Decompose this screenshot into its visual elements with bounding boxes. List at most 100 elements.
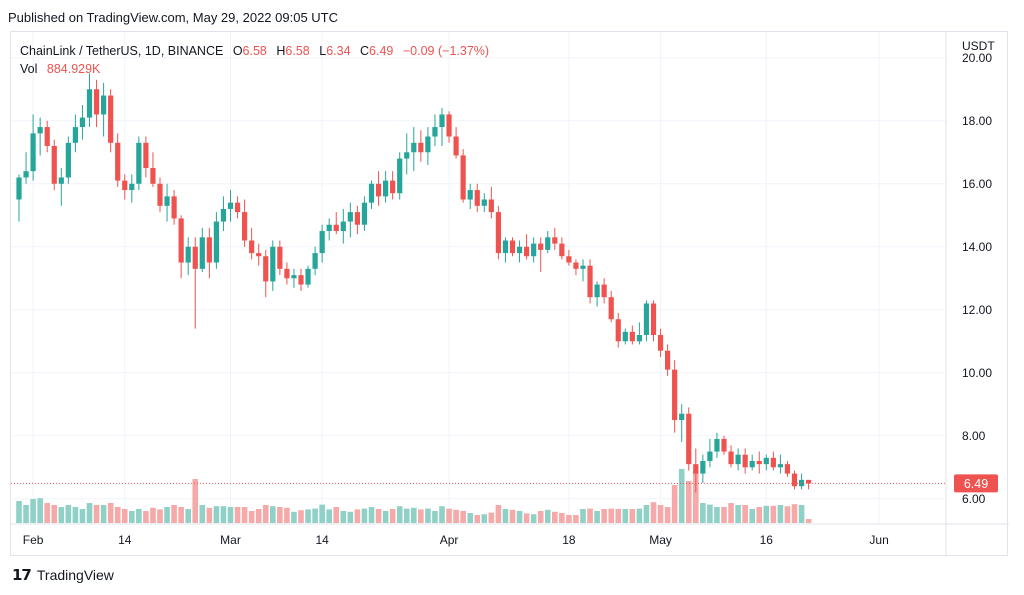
candle-body xyxy=(601,284,607,298)
symbol-label[interactable]: ChainLink / TetherUS, 1D, BINANCE xyxy=(20,44,224,58)
volume-bar xyxy=(601,509,607,523)
volume-bar xyxy=(544,509,551,523)
candle-body xyxy=(552,237,558,244)
x-tick-label: Feb xyxy=(23,533,44,547)
candle-body xyxy=(777,464,783,468)
candle-body xyxy=(129,183,135,191)
volume-bar xyxy=(326,509,332,523)
volume-bar xyxy=(86,503,93,523)
volume-bar xyxy=(192,479,199,523)
candle-body xyxy=(171,196,177,219)
volume-bar xyxy=(678,469,685,523)
volume-bar xyxy=(220,506,227,523)
candle-body xyxy=(397,158,403,194)
candle-body xyxy=(86,89,93,118)
volume-bar xyxy=(333,507,340,523)
volume-bar xyxy=(213,506,220,523)
candle-body xyxy=(650,303,657,335)
x-tick-label: 16 xyxy=(760,533,774,547)
volume-bar xyxy=(93,505,100,523)
volume-bar xyxy=(312,508,318,523)
candle-body xyxy=(23,171,29,178)
candle-body xyxy=(361,202,368,225)
high-label: H xyxy=(276,44,286,58)
volume-bar xyxy=(460,511,466,523)
volume-bar xyxy=(361,508,368,523)
candle-body xyxy=(587,265,593,298)
footer-logo-text[interactable]: TradingView xyxy=(36,567,114,583)
candle-body xyxy=(157,183,163,206)
x-tick-label: Mar xyxy=(220,533,241,547)
volume-bar xyxy=(354,509,361,523)
candle-body xyxy=(199,237,205,269)
candle-body xyxy=(679,413,685,421)
chart-frame[interactable]: 6.00 8.00 10.00 12.00 14.00 16.00 18.00 20.00 Fe… xyxy=(10,31,1009,557)
ohlc-row: ChainLink / TetherUS, 1D, BINANCE O6.58 … xyxy=(20,42,489,60)
candle-body xyxy=(390,180,396,194)
candle-body xyxy=(368,183,375,203)
volume-bar xyxy=(121,509,128,523)
volume-bar xyxy=(16,501,22,523)
volume-bar xyxy=(523,513,530,523)
volume-bar xyxy=(798,505,805,523)
candle-body xyxy=(806,479,812,484)
candle-body xyxy=(488,199,494,213)
volume-bar xyxy=(425,508,431,523)
volume-bar xyxy=(650,502,657,523)
candle-body xyxy=(672,369,678,421)
volume-bar xyxy=(784,506,791,523)
volume-value: 884.929K xyxy=(46,62,101,76)
candle-body xyxy=(693,464,699,474)
candle-body xyxy=(150,168,156,184)
open-value: 6.58 xyxy=(242,44,267,58)
volume-bar xyxy=(284,507,290,523)
volume-bar xyxy=(439,506,445,523)
candle-body xyxy=(749,460,755,468)
candle-body xyxy=(460,155,466,200)
candle-body xyxy=(136,142,142,184)
candle-body xyxy=(700,460,706,474)
volume-bar xyxy=(368,507,375,523)
candle-body xyxy=(284,268,290,279)
y-tick-label: 10.00 xyxy=(962,366,992,380)
volume-bar xyxy=(178,507,184,523)
candle-body xyxy=(298,275,304,285)
candlestick-chart[interactable]: 6.00 8.00 10.00 12.00 14.00 16.00 18.00 20.00 Fe… xyxy=(11,32,1009,557)
y-tick-label: 6.00 xyxy=(962,492,986,506)
y-tick-label: 14.00 xyxy=(962,240,992,254)
volume-bar xyxy=(171,505,177,523)
candle-body xyxy=(791,473,798,487)
candle-body xyxy=(721,438,727,452)
candle-body xyxy=(770,457,776,468)
volume-bar xyxy=(206,507,213,523)
candle-body xyxy=(411,142,417,153)
volume-bar xyxy=(37,498,43,523)
volume-bar xyxy=(347,511,354,523)
volume-bar xyxy=(30,499,36,523)
candle-body xyxy=(432,127,438,137)
volume-bar xyxy=(157,509,163,523)
candle-body xyxy=(242,212,248,241)
volume-bar xyxy=(777,505,784,523)
candle-body xyxy=(728,451,734,465)
tradingview-logo-icon[interactable]: 𝟭𝟳 xyxy=(12,567,32,584)
volume-bar xyxy=(693,471,699,523)
volume-bar xyxy=(495,505,502,523)
candle-body xyxy=(333,224,339,232)
volume-bar xyxy=(671,485,678,523)
candle-body xyxy=(643,303,650,335)
candle-body xyxy=(608,297,614,320)
volume-bar xyxy=(396,506,403,523)
x-tick-label: Apr xyxy=(440,533,459,547)
volume-bar xyxy=(305,509,311,523)
y-tick-label: 12.00 xyxy=(962,303,992,317)
volume-bar xyxy=(23,505,29,523)
volume-bar xyxy=(636,508,643,523)
candle-body xyxy=(164,196,170,206)
candle-body xyxy=(531,243,537,257)
current-price-tag xyxy=(954,474,998,493)
volume-bar xyxy=(763,505,770,523)
candle-body xyxy=(326,224,332,232)
candle-body xyxy=(622,331,628,342)
volume-bar xyxy=(728,503,734,523)
